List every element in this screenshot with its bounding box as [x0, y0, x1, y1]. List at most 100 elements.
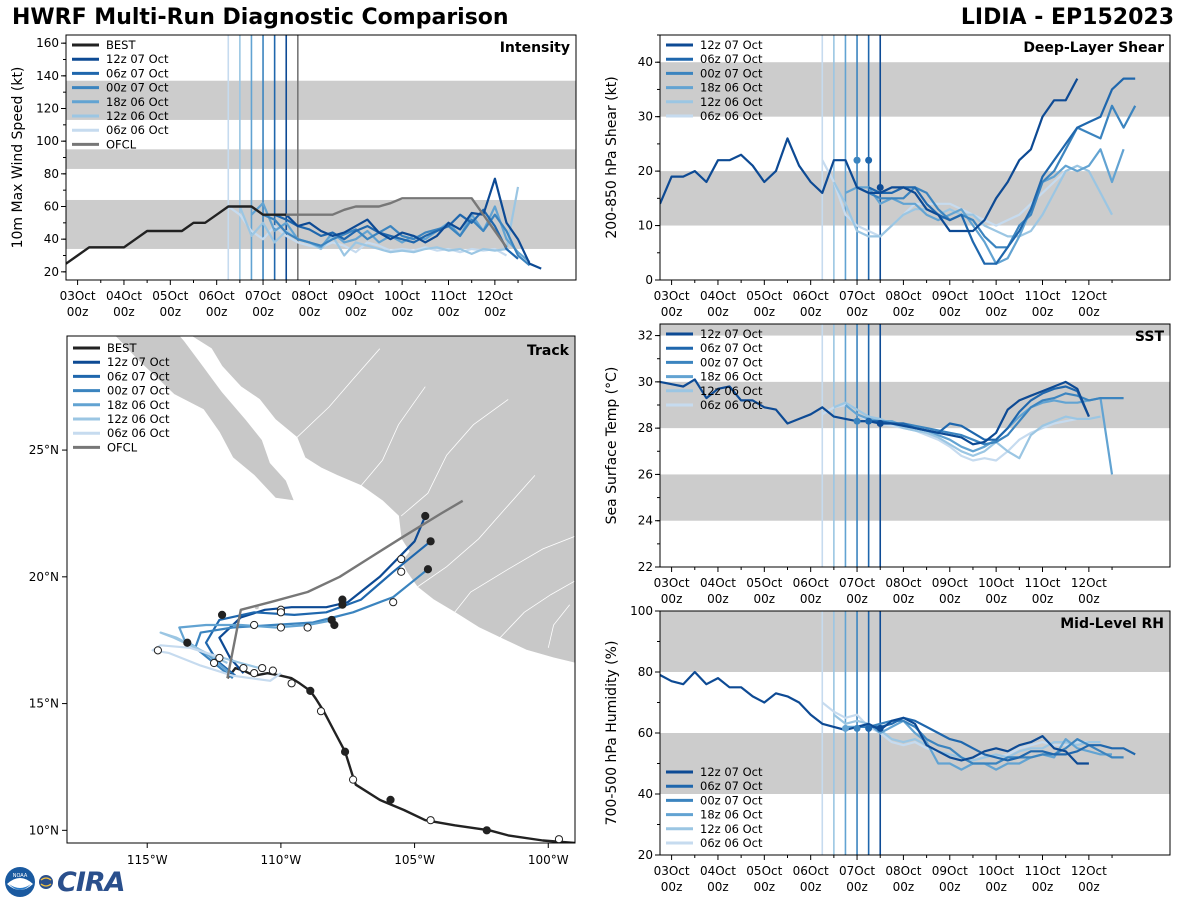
rh-ylabel: 700-500 hPa Humidity (%): [604, 641, 620, 826]
intensity-legend-label: BEST: [106, 38, 136, 52]
rh-init-marker: [853, 724, 861, 732]
shear-chart: 0 10 20 30 40 03Oct 00z 04Oct 00z 05Oct 00z 06Oct 00…: [604, 34, 1171, 319]
shear-xtick-label: 08Oct: [885, 289, 921, 303]
intensity-ytick-label: 60: [44, 200, 59, 214]
track-marker-12z: [268, 666, 277, 675]
intensity-plot: 20 40 60 80 100 120 140 160 03Oct 00z 04Oct 00z 05Oc…: [10, 34, 577, 319]
track-marker-00z: [306, 686, 315, 695]
intensity-ytick-label: 140: [36, 69, 59, 83]
intensity-legend-label: 00z 07 Oct: [106, 81, 169, 95]
track-xtick-label: 115°W: [127, 853, 168, 867]
intensity-xtick-label: 09Oct: [338, 289, 374, 303]
track-marker-00z: [183, 638, 192, 647]
sst-xtick-label: 09Oct: [932, 576, 968, 590]
rh-legend-label: 06z 06 Oct: [700, 836, 763, 850]
intensity-ytick-label: 20: [44, 265, 59, 279]
intensity-xtick-label: 08Oct: [291, 289, 327, 303]
rh-ytick-label: 20: [638, 848, 653, 862]
shear-ytick-label: 40: [638, 55, 653, 69]
intensity-shade-band: [66, 80, 576, 120]
intensity-xtick-label: 04Oct: [106, 289, 142, 303]
rh-chart: 20 40 60 80 100 03Oct 00z 04Oct 00z 05Oct 00z 06Oct…: [604, 604, 1171, 894]
track-frame: [66, 335, 576, 844]
storm-name: LIDIA - EP152023: [960, 5, 1174, 30]
shear-xtick-label: 00z: [754, 305, 776, 319]
intensity-chart: 20 40 60 80 100 120 140 160 03Oct 00z 04Oct 00z 05Oc…: [10, 34, 577, 319]
intensity-xtick-label: 06Oct: [199, 289, 235, 303]
track-ytick-label: 25°N: [29, 443, 59, 457]
shear-init-marker: [853, 156, 861, 164]
page-title: HWRF Multi-Run Diagnostic Comparison: [12, 5, 509, 30]
rh-ytick-label: 80: [638, 665, 653, 679]
mainland-mexico: [190, 336, 575, 664]
intensity-shade-band: [66, 149, 576, 169]
track-legend-label: BEST: [107, 341, 137, 355]
rh-ytick-label: 60: [638, 726, 653, 740]
track-marker-12z: [389, 598, 398, 607]
shear-series-line: [660, 78, 1079, 233]
intensity-ytick-label: 120: [36, 102, 59, 116]
rh-xtick-label: 08Oct: [885, 864, 921, 878]
shear-series-line: [832, 164, 1113, 238]
shear-ytick-label: 0: [645, 273, 653, 287]
track-xtick-label: 105°W: [394, 853, 435, 867]
intensity-xtick-label: 00z: [345, 305, 367, 319]
shear-legend-label: 06z 07 Oct: [700, 52, 763, 66]
state-border: [547, 604, 571, 648]
track-legend-label: 12z 06 Oct: [107, 412, 170, 426]
rh-title: Mid-Level RH: [1060, 616, 1164, 632]
intensity-xtick-label: 10Oct: [384, 289, 420, 303]
shear-legend-label: 12z 07 Oct: [700, 38, 763, 52]
rh-xtick-label: 00z: [893, 880, 915, 894]
shear-xtick-label: 00z: [1078, 305, 1100, 319]
shear-xtick-label: 07Oct: [839, 289, 875, 303]
rh-xtick-label: 00z: [661, 880, 683, 894]
intensity-ytick-label: 100: [36, 134, 59, 148]
rh-xtick-label: 09Oct: [932, 864, 968, 878]
shear-legend-label: 00z 07 Oct: [700, 66, 763, 80]
sst-legend-label: 18z 06 Oct: [700, 370, 763, 384]
sst-series-line: [844, 396, 1114, 475]
rh-xtick-label: 00z: [1032, 880, 1054, 894]
state-border: [400, 399, 509, 517]
track-ytick-label: 10°N: [29, 823, 59, 837]
intensity-xtick-label: 00z: [67, 305, 89, 319]
rh-legend-label: 18z 06 Oct: [700, 808, 763, 822]
sst-legend-label: 12z 07 Oct: [700, 327, 763, 341]
intensity-xtick-label: 12Oct: [477, 289, 513, 303]
track-xtick-label: 110°W: [261, 853, 302, 867]
shear-legend-label: 06z 06 Oct: [700, 109, 763, 123]
track-legend-label: 00z 07 Oct: [107, 384, 170, 398]
shear-ylabel: 200-850 hPa Shear (kt): [604, 76, 620, 238]
track-marker-12z: [426, 816, 435, 825]
intensity-series-line: [286, 197, 508, 248]
sst-xtick-label: 06Oct: [793, 576, 829, 590]
shear-series-line: [856, 104, 1137, 249]
baja-california: [114, 336, 295, 502]
rh-xtick-label: 03Oct: [654, 864, 690, 878]
shear-xtick-label: 00z: [893, 305, 915, 319]
intensity-xtick-label: 03Oct: [60, 289, 96, 303]
shear-ytick-label: 30: [638, 110, 653, 124]
shear-shade-band: [660, 171, 1170, 226]
rh-xtick-label: 00z: [846, 880, 868, 894]
track-marker-00z: [217, 610, 227, 619]
track-marker-00z: [327, 615, 336, 625]
track-legend-label: 18z 06 Oct: [107, 398, 170, 412]
cira-globe-icon: [39, 875, 53, 889]
sst-series-line: [833, 401, 1101, 460]
track-marker-12z: [397, 567, 406, 576]
intensity-xtick-label: 07Oct: [245, 289, 281, 303]
track-line: [226, 499, 464, 679]
shear-xtick-label: 00z: [985, 305, 1007, 319]
track-line: [218, 515, 427, 674]
sst-xtick-label: 12Oct: [1071, 576, 1107, 590]
state-border: [454, 535, 575, 613]
intensity-ylabel: 10m Max Wind Speed (kt): [10, 67, 26, 249]
track-marker-12z: [303, 623, 312, 632]
track-marker-12z: [250, 620, 259, 630]
rh-shade-band: [660, 611, 1170, 672]
track-plot: 115°W 110°W 105°W 100°W 10°N 15°N 20°N 25°N Trac…: [29, 335, 576, 867]
rh-xtick-label: 00z: [939, 880, 961, 894]
sst-ytick-label: 24: [638, 514, 653, 528]
